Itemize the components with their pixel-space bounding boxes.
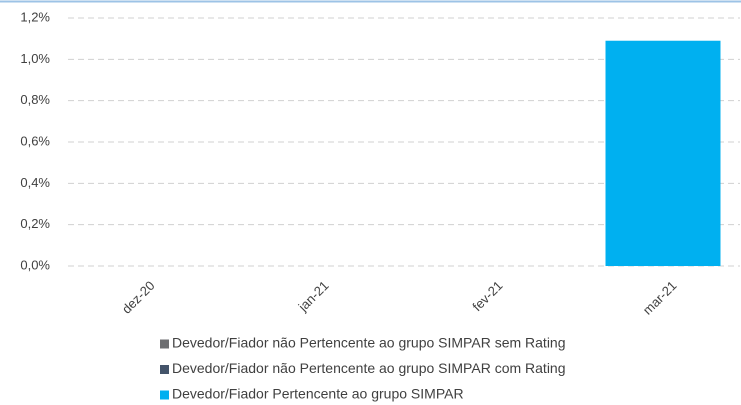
y-tick-label: 0,0% [20, 257, 50, 272]
x-tick-label: fev-21 [469, 278, 505, 314]
legend-swatch [160, 339, 169, 349]
y-tick-label: 0,2% [20, 216, 50, 231]
y-tick-label: 0,8% [20, 92, 50, 107]
y-tick-label: 1,2% [20, 9, 50, 24]
x-tick-label: dez-20 [119, 278, 158, 317]
y-tick-label: 0,4% [20, 175, 50, 190]
legend-label: Devedor/Fiador Pertencente ao grupo SIMP… [172, 386, 464, 402]
legend-swatch [160, 365, 169, 374]
x-tick-label: jan-21 [295, 278, 332, 315]
legend-label: Devedor/Fiador não Pertencente ao grupo … [172, 360, 566, 376]
legend-label: Devedor/Fiador não Pertencente ao grupo … [172, 335, 566, 351]
legend-swatch [160, 390, 169, 400]
bar [605, 40, 721, 266]
y-tick-label: 1,0% [20, 51, 50, 66]
x-tick-label: mar-21 [640, 278, 680, 318]
y-tick-label: 0,6% [20, 133, 50, 148]
